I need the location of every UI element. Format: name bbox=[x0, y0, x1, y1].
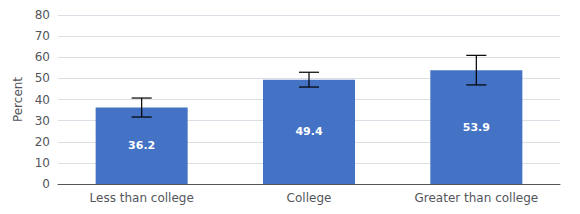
svg-text:30: 30 bbox=[35, 114, 50, 128]
svg-text:20: 20 bbox=[35, 135, 50, 149]
svg-text:10: 10 bbox=[35, 156, 50, 170]
svg-text:53.9: 53.9 bbox=[463, 121, 490, 134]
svg-text:60: 60 bbox=[35, 50, 50, 64]
svg-text:College: College bbox=[287, 191, 332, 205]
svg-text:0: 0 bbox=[42, 177, 50, 191]
svg-text:40: 40 bbox=[35, 93, 50, 107]
svg-text:Percent: Percent bbox=[11, 77, 25, 122]
svg-text:70: 70 bbox=[35, 29, 50, 43]
svg-text:Less than college: Less than college bbox=[90, 191, 194, 205]
svg-text:80: 80 bbox=[35, 8, 50, 22]
svg-text:36.2: 36.2 bbox=[128, 139, 155, 152]
svg-text:49.4: 49.4 bbox=[295, 125, 322, 138]
svg-text:Greater than college: Greater than college bbox=[415, 191, 539, 205]
svg-text:50: 50 bbox=[35, 71, 50, 85]
